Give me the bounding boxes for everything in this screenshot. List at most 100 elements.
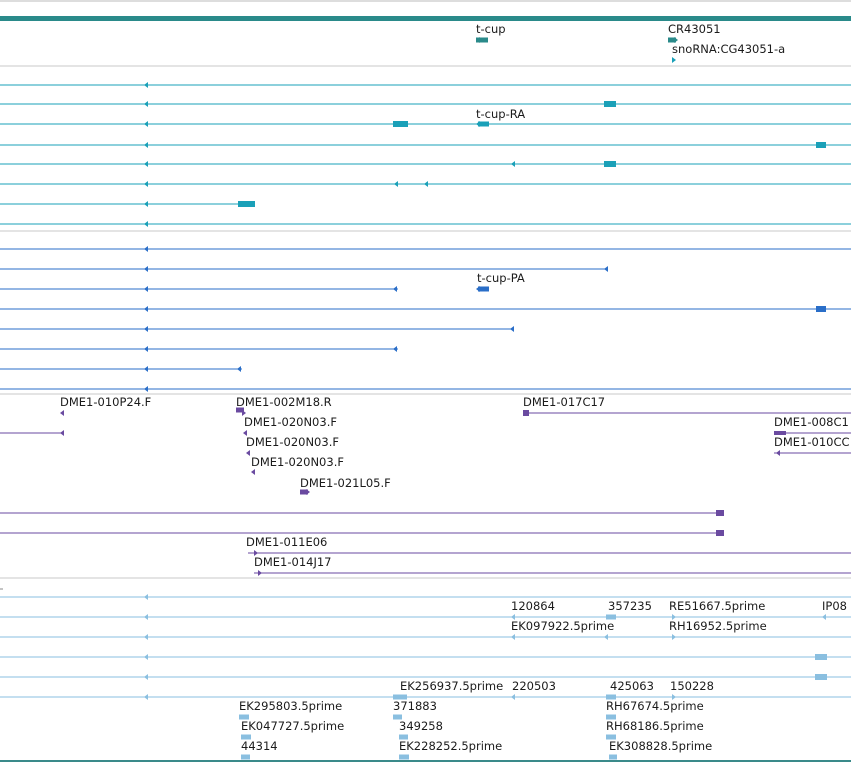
transcript-arrow[interactable] <box>144 82 148 88</box>
transcript-arrow[interactable] <box>144 101 148 107</box>
est-label-349258[interactable]: 349258 <box>399 719 443 733</box>
est-block[interactable] <box>815 674 827 680</box>
protein-arrow[interactable] <box>144 346 148 352</box>
est-block[interactable] <box>399 754 409 760</box>
clone-glyph[interactable] <box>300 489 308 495</box>
protein-t-cup-pa[interactable] <box>478 286 489 292</box>
gene-cr43051[interactable] <box>668 37 676 43</box>
est-arrow[interactable] <box>144 594 148 600</box>
clone-label-010p24[interactable]: DME1-010P24.F <box>60 395 152 409</box>
clone-arrow[interactable] <box>60 430 64 436</box>
protein-arrow[interactable] <box>144 286 148 292</box>
clone-arrow[interactable] <box>251 469 255 475</box>
clone-label-020n03-c[interactable]: DME1-020N03.F <box>251 455 344 469</box>
protein-arrow[interactable] <box>237 366 241 372</box>
clone-arrow[interactable] <box>254 550 258 556</box>
est-arrow[interactable] <box>822 614 826 620</box>
transcript-label-t-cup-ra[interactable]: t-cup-RA <box>476 107 526 121</box>
clone-label-017c17[interactable]: DME1-017C17 <box>523 395 606 409</box>
clone-label-020n03-b[interactable]: DME1-020N03.F <box>246 435 339 449</box>
scaffold-bar[interactable] <box>0 16 851 21</box>
transcript-arrow[interactable] <box>394 181 398 187</box>
est-label-rh16952[interactable]: RH16952.5prime <box>669 619 767 633</box>
clone-arrow[interactable] <box>246 450 250 456</box>
gene-t-cup[interactable] <box>476 37 488 43</box>
clone-glyph[interactable] <box>716 530 724 536</box>
clone-label-014j17[interactable]: DME1-014J17 <box>254 555 332 569</box>
protein-arrow[interactable] <box>144 386 148 392</box>
est-label-re51667[interactable]: RE51667.5prime <box>669 599 766 613</box>
transcript-exon[interactable] <box>604 161 616 167</box>
protein-arrow[interactable] <box>144 366 148 372</box>
est-arrow[interactable] <box>511 694 515 700</box>
clone-arrow[interactable] <box>243 430 247 436</box>
gene-snorna[interactable] <box>672 57 676 63</box>
est-label-ek097922[interactable]: EK097922.5prime <box>511 619 615 633</box>
est-label-150228[interactable]: 150228 <box>670 679 714 693</box>
transcript-arrow[interactable] <box>144 161 148 167</box>
est-label-120864[interactable]: 120864 <box>511 599 555 613</box>
protein-arrow[interactable] <box>144 326 148 332</box>
est-block[interactable] <box>241 734 251 740</box>
transcript-exon[interactable] <box>238 201 255 207</box>
protein-arrow[interactable] <box>510 326 514 332</box>
est-block[interactable] <box>606 734 616 740</box>
est-block[interactable] <box>399 734 408 740</box>
clone-arrow[interactable] <box>776 450 780 456</box>
est-block[interactable] <box>393 694 407 700</box>
est-label-ek295803[interactable]: EK295803.5prime <box>239 699 343 713</box>
est-block[interactable] <box>815 654 827 660</box>
est-label-371883[interactable]: 371883 <box>393 699 437 713</box>
transcript-arrow[interactable] <box>144 201 148 207</box>
protein-exon[interactable] <box>816 306 826 312</box>
transcript-arrow[interactable] <box>144 121 148 127</box>
est-arrow[interactable] <box>672 614 676 620</box>
clone-arrow[interactable] <box>258 570 262 576</box>
est-label-rh68186[interactable]: RH68186.5prime <box>606 719 704 733</box>
est-block[interactable] <box>606 714 616 720</box>
est-block[interactable] <box>606 614 616 620</box>
clone-arrow[interactable] <box>306 489 310 495</box>
clone-label-011e06[interactable]: DME1-011E06 <box>246 535 328 549</box>
est-label-ek047727[interactable]: EK047727.5prime <box>241 719 345 733</box>
est-label-357235[interactable]: 357235 <box>608 599 652 613</box>
est-arrow[interactable] <box>511 614 515 620</box>
est-arrow[interactable] <box>672 694 676 700</box>
est-label-ip08[interactable]: IP08 <box>822 599 847 613</box>
est-block[interactable] <box>239 714 249 720</box>
protein-arrow[interactable] <box>393 286 397 292</box>
est-arrow[interactable] <box>144 634 148 640</box>
est-arrow[interactable] <box>144 674 148 680</box>
protein-label-t-cup-pa[interactable]: t-cup-PA <box>477 271 525 285</box>
transcript-arrow[interactable] <box>511 161 515 167</box>
est-arrow[interactable] <box>144 614 148 620</box>
clone-label-021l05[interactable]: DME1-021L05.F <box>300 476 391 490</box>
est-arrow[interactable] <box>604 634 608 640</box>
est-label-44314[interactable]: 44314 <box>241 739 278 753</box>
gene-label-snorna[interactable]: snoRNA:CG43051-a <box>672 42 786 56</box>
clone-label-008c1[interactable]: DME1-008C1 <box>774 415 849 429</box>
protein-arrow[interactable] <box>393 346 397 352</box>
clone-glyph[interactable] <box>523 410 529 416</box>
transcript-exon[interactable] <box>604 101 616 107</box>
clone-glyph[interactable] <box>236 407 244 413</box>
est-label-425063[interactable]: 425063 <box>610 679 654 693</box>
transcript-exon[interactable] <box>393 121 408 127</box>
est-label-ek256937[interactable]: EK256937.5prime <box>400 679 504 693</box>
clone-label-010c[interactable]: DME1-010CC <box>774 435 850 449</box>
gene-cr43051-arrow[interactable] <box>674 37 678 43</box>
protein-t-cup-pa-arrow[interactable] <box>476 286 480 292</box>
protein-arrow[interactable] <box>604 266 608 272</box>
clone-glyph[interactable] <box>774 431 786 435</box>
protein-arrow[interactable] <box>144 246 148 252</box>
clone-label-002m18[interactable]: DME1-002M18.R <box>236 395 332 409</box>
est-block[interactable] <box>606 694 616 700</box>
transcript-arrow[interactable] <box>144 142 148 148</box>
clone-arrow[interactable] <box>60 410 64 416</box>
clone-glyph[interactable] <box>716 510 724 516</box>
protein-arrow[interactable] <box>144 306 148 312</box>
transcript-arrow[interactable] <box>144 221 148 227</box>
est-arrow[interactable] <box>144 654 148 660</box>
gene-t-cup-arrow[interactable] <box>476 37 480 43</box>
transcript-arrow[interactable] <box>144 181 148 187</box>
